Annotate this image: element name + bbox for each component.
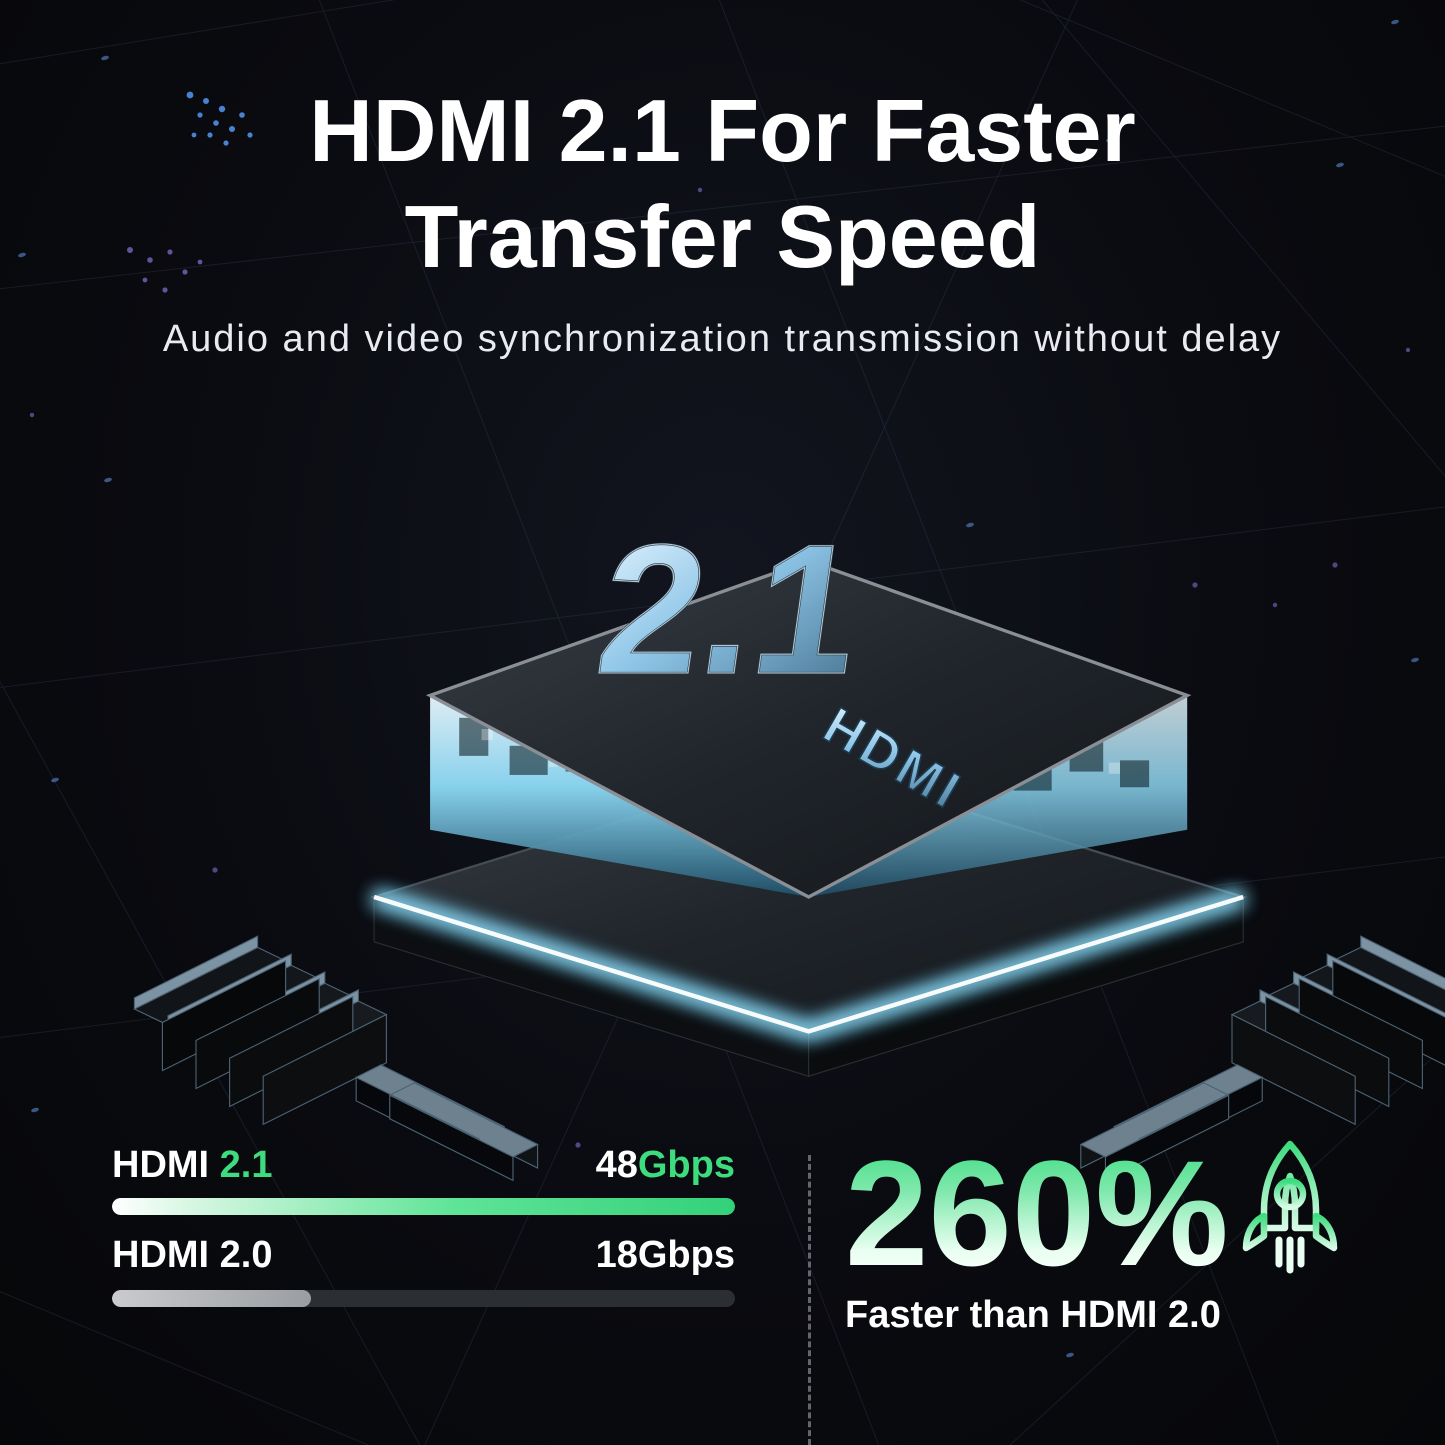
svg-text:2.1: 2.1 [587,507,873,713]
